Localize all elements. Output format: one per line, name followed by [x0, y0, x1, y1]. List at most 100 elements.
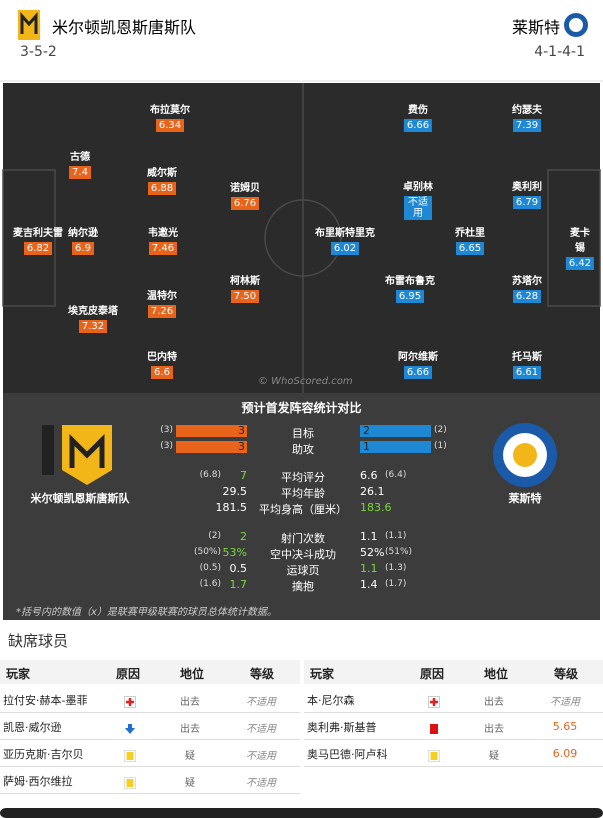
- away-value: 1: [363, 440, 370, 453]
- player-rating: 6.76: [230, 197, 260, 210]
- player-rating: 7.4: [69, 166, 91, 179]
- reason-icon: [428, 693, 440, 712]
- rating: 不适用: [246, 778, 276, 789]
- away-avg: (1): [434, 441, 447, 451]
- row-line: [304, 712, 603, 713]
- player: 奥利弗·斯基普: [307, 721, 377, 734]
- player-name: 韦邀光: [148, 228, 178, 239]
- status: 疑: [489, 751, 499, 762]
- player: 约瑟夫 7.39: [512, 101, 542, 132]
- away-value: 1.4: [360, 578, 378, 591]
- reason-icon: [124, 693, 136, 712]
- player: 乔杜里 6.65: [455, 224, 485, 255]
- missing-title: 缺席球员: [8, 632, 69, 650]
- home-avg: (50%): [193, 547, 221, 557]
- stat-label: 目标: [292, 427, 314, 440]
- player: 阿尔维斯 6.66: [398, 348, 438, 379]
- away-value: 52%: [360, 546, 385, 559]
- home-value: 0.5: [229, 562, 248, 575]
- stat-label: 射门次数: [281, 532, 325, 545]
- home-value: 3: [238, 424, 245, 437]
- table-header: 地位: [180, 667, 205, 681]
- player-name: 威尔斯: [147, 168, 177, 179]
- reason-icon: [428, 720, 440, 739]
- home-avg: (3): [160, 425, 173, 435]
- player-name: 卓别林: [403, 182, 433, 193]
- reason-icon: [124, 747, 136, 766]
- home-bar: [176, 425, 247, 437]
- stat-label: 空中决斗成功: [270, 548, 336, 561]
- home-name: 米尔顿凯恩斯唐斯队: [30, 492, 130, 505]
- player-rating: 7.46: [148, 242, 178, 255]
- player-name: 奥利利: [512, 182, 542, 193]
- player-name: 乔杜里: [455, 228, 485, 239]
- rating: 6.09: [552, 747, 578, 760]
- player-name: 温特尔: [147, 291, 177, 302]
- home-team: 米尔顿凯恩斯唐斯队: [52, 18, 197, 37]
- status: 出去: [180, 697, 200, 708]
- stat-label: 平均年龄: [281, 487, 325, 500]
- table-header: 等级: [250, 667, 275, 681]
- player: 布里斯特里克 6.02: [315, 224, 375, 255]
- player-rating: 7.39: [512, 119, 542, 132]
- stat-label: 助攻: [292, 443, 314, 456]
- player-name: 约瑟夫: [512, 105, 542, 116]
- table-header: 玩家: [310, 667, 335, 681]
- status: 出去: [484, 697, 504, 708]
- player-name: 麦卡锡: [569, 228, 590, 254]
- away-value: 26.1: [360, 485, 385, 498]
- table-header: 原因: [116, 667, 141, 681]
- player: 布拉莫尔 6.34: [150, 101, 190, 132]
- player: 苏塔尔 6.28: [512, 272, 542, 303]
- player-rating: 6.61: [512, 366, 542, 379]
- player-rating: 7.50: [230, 290, 260, 303]
- player-name: 费伤: [407, 105, 428, 116]
- player-rating: 6.79: [512, 196, 542, 209]
- player-name: 阿尔维斯: [398, 352, 438, 363]
- stat-label: 擒抱: [292, 580, 314, 593]
- player-rating: 6.02: [330, 242, 360, 255]
- player: 韦邀光 7.46: [148, 224, 178, 255]
- home-value: 1.7: [229, 578, 248, 591]
- rating: 不适用: [246, 697, 276, 708]
- player-rating: 6.66: [403, 366, 433, 379]
- away-avg: (2): [434, 425, 447, 435]
- player-rating: 6.66: [403, 119, 433, 132]
- player-name: 托马斯: [512, 352, 542, 363]
- reason-icon: [428, 747, 440, 766]
- player-name: 布拉莫尔: [150, 105, 190, 116]
- away-value: 1.1: [360, 562, 378, 575]
- player: 古德 7.4: [69, 148, 91, 179]
- away-team: 莱斯特: [511, 18, 560, 37]
- away-bar: [360, 425, 431, 437]
- player-name: 麦吉利夫雷: [13, 228, 63, 239]
- reason-icon: [124, 720, 136, 739]
- row-line: [0, 739, 300, 740]
- row-line: [0, 793, 300, 794]
- home-value: 7: [240, 469, 247, 482]
- player-rating: 7.32: [78, 320, 108, 333]
- away-value: 2: [363, 424, 370, 437]
- player: 本·尼尔森: [307, 694, 355, 707]
- player: 麦卡锡 6.42: [565, 224, 595, 270]
- home-formation: 3-5-2: [20, 44, 57, 60]
- home-avg: (6.8): [199, 470, 221, 480]
- stat-label: 平均评分: [281, 471, 325, 484]
- away-avg: (6.4): [385, 470, 407, 480]
- player-rating: 6.28: [512, 290, 542, 303]
- player-rating: 6.65: [455, 242, 485, 255]
- away-avg: (51%): [385, 547, 413, 557]
- rating: 5.65: [552, 720, 578, 733]
- away-bar: [360, 441, 431, 453]
- player-name: 布里斯特里克: [315, 228, 375, 239]
- player-rating: 6.42: [565, 257, 595, 270]
- watermark: © WhoScored.com: [258, 376, 353, 387]
- player-rating: 6.6: [151, 366, 173, 379]
- row-line: [304, 739, 603, 740]
- player-rating: 不适用: [404, 196, 432, 220]
- stat-label: 平均身高（厘米）: [259, 503, 347, 516]
- home-avg: (2): [208, 531, 221, 541]
- home-value: 53%: [222, 546, 247, 559]
- note: *括号内的数值（x）是联赛甲级联赛的球员总体统计数据。: [16, 607, 277, 618]
